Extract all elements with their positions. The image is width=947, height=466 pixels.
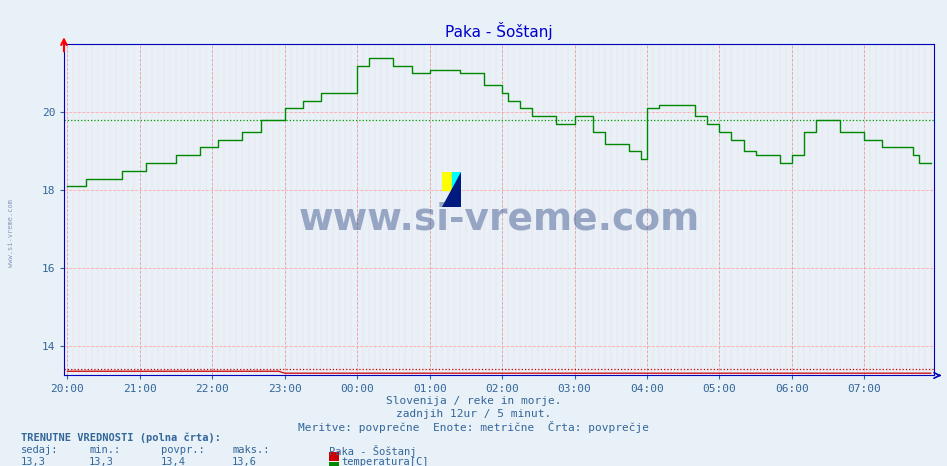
Title: Paka - Šoštanj: Paka - Šoštanj (445, 22, 553, 41)
Text: zadnjih 12ur / 5 minut.: zadnjih 12ur / 5 minut. (396, 409, 551, 418)
Text: TRENUTNE VREDNOSTI (polna črta):: TRENUTNE VREDNOSTI (polna črta): (21, 432, 221, 443)
Text: povpr.:: povpr.: (161, 445, 205, 455)
Text: 13,6: 13,6 (232, 457, 257, 466)
Text: sedaj:: sedaj: (21, 445, 59, 455)
Text: www.si-vreme.com: www.si-vreme.com (298, 202, 700, 238)
Bar (452, 190, 461, 207)
Bar (452, 172, 461, 190)
Bar (442, 172, 452, 190)
Polygon shape (442, 172, 461, 207)
Text: 13,3: 13,3 (21, 457, 45, 466)
Text: Meritve: povprečne  Enote: metrične  Črta: povprečje: Meritve: povprečne Enote: metrične Črta:… (298, 421, 649, 433)
Text: Slovenija / reke in morje.: Slovenija / reke in morje. (385, 396, 562, 406)
Text: 13,3: 13,3 (89, 457, 114, 466)
Text: maks.:: maks.: (232, 445, 270, 455)
Text: 13,4: 13,4 (161, 457, 186, 466)
Text: min.:: min.: (89, 445, 120, 455)
Text: www.si-vreme.com: www.si-vreme.com (9, 199, 14, 267)
Text: temperatura[C]: temperatura[C] (342, 457, 429, 466)
Text: Paka - Šoštanj: Paka - Šoštanj (329, 445, 416, 458)
